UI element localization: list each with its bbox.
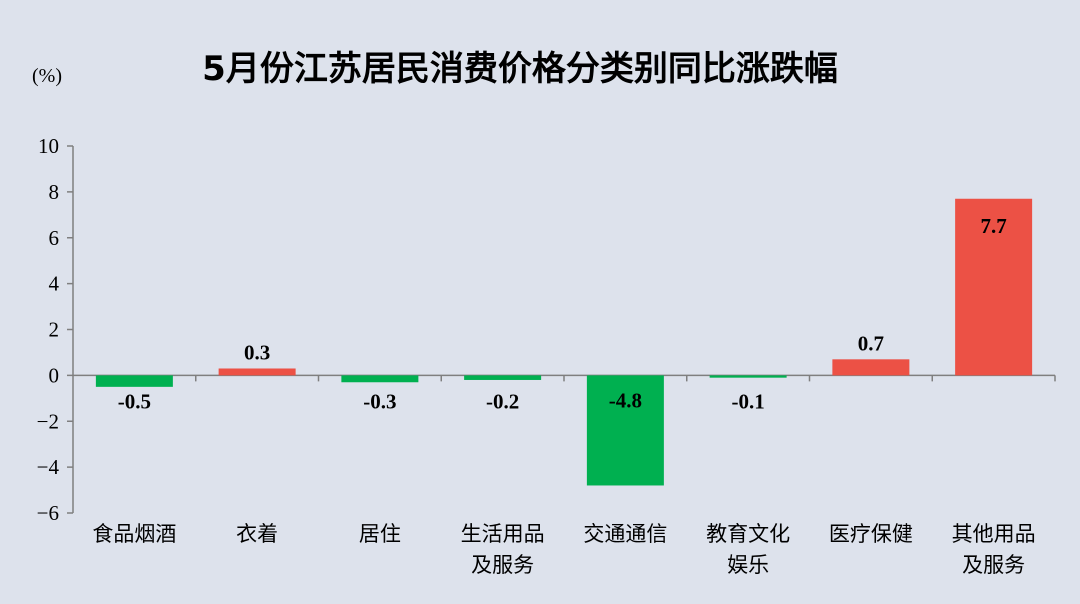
chart-title: 5月份江苏居民消费价格分类别同比涨跌幅 xyxy=(202,49,838,89)
category-label: 居住 xyxy=(359,522,401,546)
data-label: 7.7 xyxy=(981,214,1007,238)
y-tick-label: −6 xyxy=(37,501,59,525)
category-label: 食品烟酒 xyxy=(92,522,176,546)
category-label: 交通通信 xyxy=(583,522,667,546)
data-label: -0.3 xyxy=(363,389,396,413)
plot-area: 10 8 6 4 2 0 −2 −4 −6 -0.5 食品烟酒 0.3 衣着 -0.3 居住 -0.2 生活用品… xyxy=(37,134,1056,577)
category-label: 衣着 xyxy=(236,522,278,546)
bar xyxy=(832,359,910,376)
y-tick-label: −2 xyxy=(37,409,59,433)
category-label: 及服务 xyxy=(962,553,1025,577)
category-label: 及服务 xyxy=(471,553,534,577)
category-label: 医疗保健 xyxy=(829,522,913,546)
data-label: -0.1 xyxy=(732,389,765,413)
y-tick-label: 0 xyxy=(49,363,60,387)
category-label: 生活用品 xyxy=(461,522,545,546)
category-label: 娱乐 xyxy=(727,553,769,577)
data-label: 0.3 xyxy=(244,340,270,364)
bar xyxy=(955,198,1033,376)
bar xyxy=(341,375,419,383)
y-tick-label: 4 xyxy=(49,272,60,296)
y-tick-label: 2 xyxy=(49,318,60,342)
y-tick-label: −4 xyxy=(37,455,60,479)
y-tick-label: 8 xyxy=(49,180,60,204)
data-label: -0.2 xyxy=(486,389,519,413)
data-label: -0.5 xyxy=(118,389,151,413)
data-label: 0.7 xyxy=(858,331,884,355)
data-label: -4.8 xyxy=(609,388,642,412)
bar xyxy=(464,375,542,380)
category-label: 其他用品 xyxy=(952,522,1036,546)
bar xyxy=(218,368,296,376)
category-label: 教育文化 xyxy=(706,522,790,546)
bar xyxy=(586,375,664,486)
bar xyxy=(709,375,787,378)
bar xyxy=(95,375,173,387)
y-tick-label: 6 xyxy=(49,226,60,250)
y-tick-label: 10 xyxy=(38,134,59,158)
y-axis-unit: (%) xyxy=(32,65,62,87)
